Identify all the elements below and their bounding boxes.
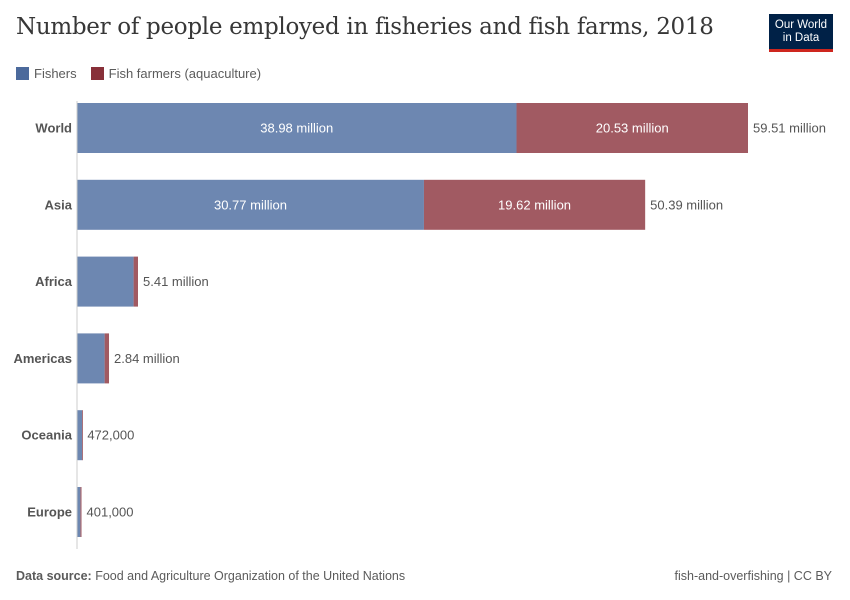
- bar-segment-fish-farmers: [104, 333, 110, 384]
- chart-title: Number of people employed in fisheries a…: [16, 14, 714, 40]
- bar-segment-fish-farmers: [133, 256, 138, 307]
- legend-item-fish-farmers[interactable]: Fish farmers (aquaculture): [90, 66, 262, 81]
- data-source: Data source: Food and Agriculture Organi…: [16, 569, 406, 583]
- legend-label: Fish farmers (aquaculture): [108, 66, 262, 81]
- legend-item-fishers[interactable]: Fishers: [16, 66, 77, 81]
- bar-segment-fish-farmers: [80, 487, 82, 537]
- bar-segment-fishers: [77, 103, 517, 153]
- footer-slug-license[interactable]: fish-and-overfishing | CC BY: [674, 569, 832, 583]
- total-label: 401,000: [87, 505, 134, 520]
- legend-swatch: [90, 67, 104, 80]
- bar-segment-fishers: [77, 179, 424, 230]
- bar-segment-fish-farmers: [423, 179, 646, 230]
- bar-segment-fishers: [77, 256, 134, 307]
- category-label: Oceania: [21, 428, 72, 443]
- bar-segment-fishers: [77, 410, 83, 461]
- category-label: Asia: [45, 197, 73, 212]
- segment-label: 30.77 million: [214, 197, 287, 212]
- bar-segment-fishers: [77, 487, 81, 537]
- legend: Fishers Fish farmers (aquaculture): [16, 66, 261, 81]
- total-label: 50.39 million: [650, 197, 723, 212]
- bar-segment-fish-farmers: [82, 410, 83, 461]
- bar-segment-fish-farmers: [516, 103, 748, 153]
- category-label: Americas: [13, 351, 72, 366]
- total-label: 472,000: [87, 428, 134, 443]
- legend-swatch: [16, 67, 29, 80]
- total-label: 5.41 million: [143, 274, 209, 289]
- segment-label: 20.53 million: [596, 121, 669, 136]
- category-label: Europe: [27, 505, 72, 520]
- category-label: World: [35, 121, 72, 136]
- total-label: 2.84 million: [114, 351, 180, 366]
- segment-label: 19.62 million: [498, 197, 571, 212]
- category-label: Africa: [35, 274, 73, 289]
- segment-label: 38.98 million: [260, 121, 333, 136]
- legend-label: Fishers: [34, 66, 77, 81]
- total-label: 59.51 million: [753, 121, 826, 136]
- owid-logo[interactable]: Our World in Data: [769, 14, 833, 52]
- bar-segment-fishers: [77, 333, 105, 384]
